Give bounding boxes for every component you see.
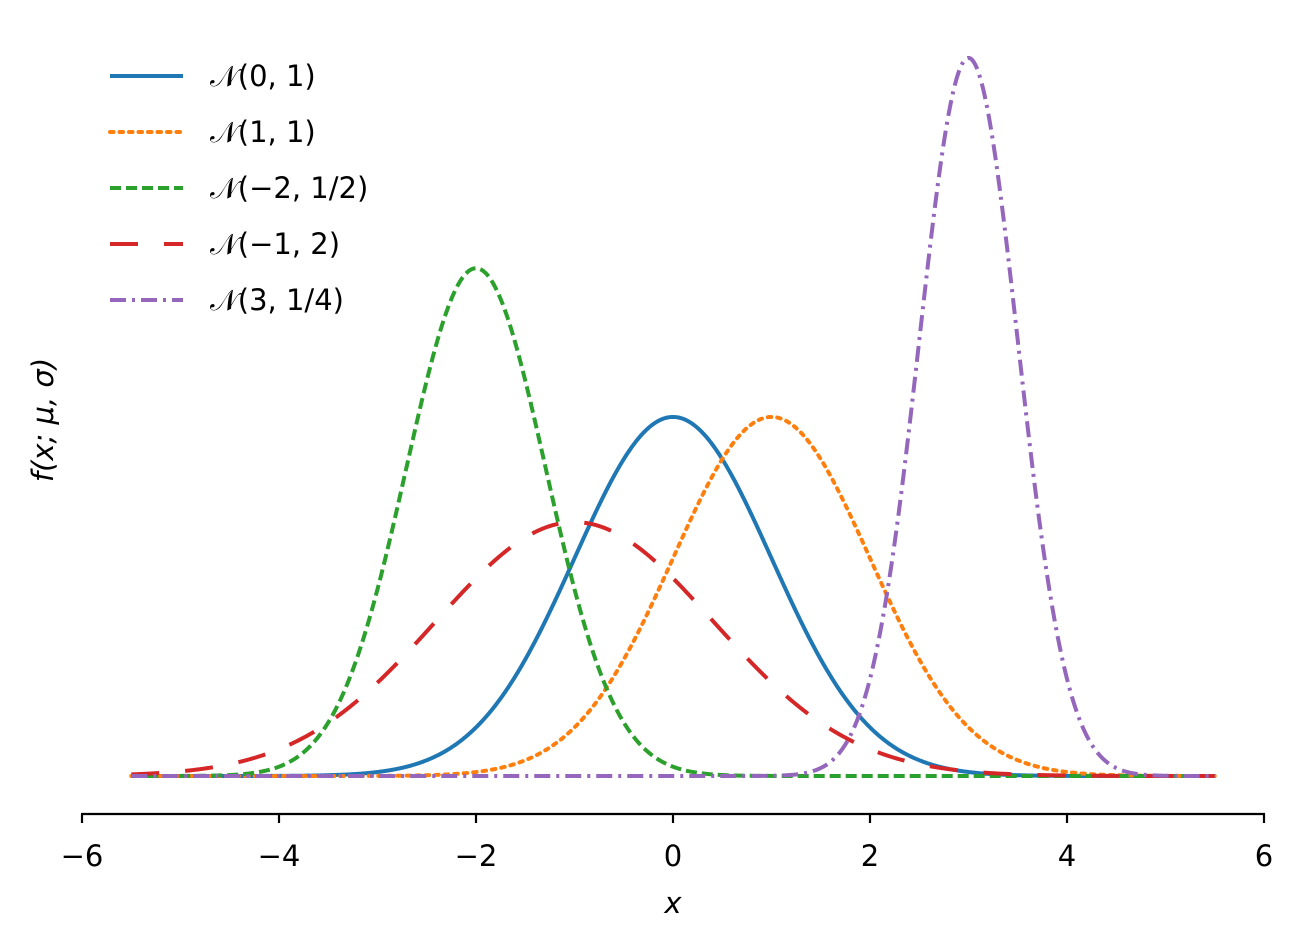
x-axis-ticks: −6 −4 −2 0 2 4 6	[61, 814, 1273, 873]
x-axis-label: x	[663, 886, 682, 920]
x-tick-label: −4	[258, 839, 301, 873]
series-line-2	[130, 266, 1216, 778]
x-tick-label: −6	[61, 839, 104, 873]
series-line-1	[129, 414, 1217, 778]
y-axis-label: f(x; μ, σ)	[26, 358, 60, 482]
x-tick-label: 0	[664, 839, 682, 873]
legend-label-1: 𝒩(1, 1)	[210, 115, 316, 149]
curves-group	[129, 55, 1217, 778]
series-line-3	[130, 520, 1216, 778]
x-tick-label: 2	[861, 839, 879, 873]
legend-label-4: 𝒩(3, 1/4)	[210, 283, 344, 317]
series-line-4	[130, 55, 1216, 778]
legend-label-2: 𝒩(−2, 1/2)	[210, 171, 368, 205]
legend-label-3: 𝒩(−1, 2)	[210, 227, 340, 261]
legend: 𝒩(0, 1) 𝒩(1, 1) 𝒩(−2, 1/2) 𝒩(−1, 2) 𝒩(3, 1/4…	[108, 59, 368, 317]
legend-label-0: 𝒩(0, 1)	[210, 59, 316, 93]
x-tick-label: 4	[1058, 839, 1076, 873]
x-tick-label: 6	[1255, 839, 1273, 873]
x-tick-label: −2	[455, 839, 498, 873]
